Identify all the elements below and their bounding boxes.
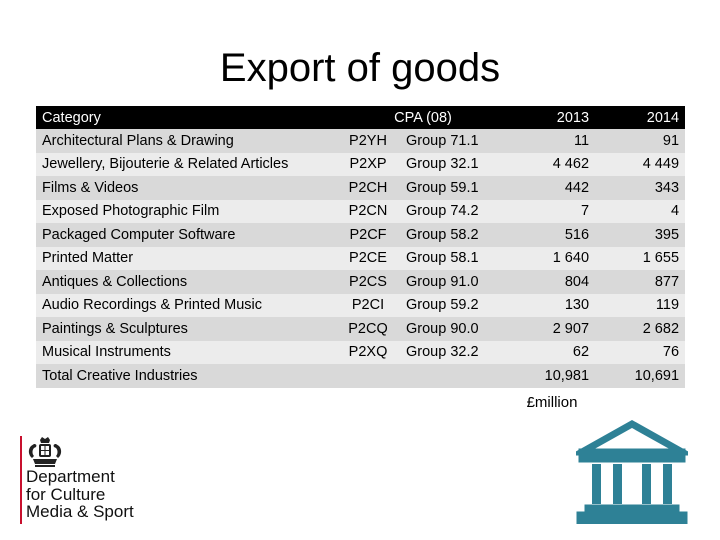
cell-2014: 1 655 (595, 246, 686, 270)
cell-category: Audio Recordings & Printed Music (36, 293, 336, 317)
cell-code: P2CH (336, 176, 400, 200)
cell-category: Jewellery, Bijouterie & Related Articles (36, 152, 336, 176)
table-row: Films & Videos P2CH Group 59.1 442 343 (36, 176, 686, 200)
cell-2014: 2 682 (595, 317, 686, 341)
table-row-total: Total Creative Industries 10,981 10,691 (36, 364, 686, 388)
cell-category: Printed Matter (36, 246, 336, 270)
government-building-icon (576, 419, 688, 524)
table-row: Audio Recordings & Printed Music P2CI Gr… (36, 293, 686, 317)
header-category: Category (36, 106, 336, 129)
table-row: Paintings & Sculptures P2CQ Group 90.0 2… (36, 317, 686, 341)
logo-line-3: Media & Sport (26, 502, 134, 521)
header-2014: 2014 (595, 106, 686, 129)
cell-group: Group 59.2 (400, 293, 511, 317)
cell-group: Group 90.0 (400, 317, 511, 341)
cell-group: Group 58.2 (400, 223, 511, 247)
cell-code: P2CQ (336, 317, 400, 341)
cell-code: P2CE (336, 246, 400, 270)
cell-code: P2CN (336, 199, 400, 223)
cell-group: Group 71.1 (400, 129, 511, 153)
cell-2013: 62 (510, 340, 596, 364)
cell-category: Antiques & Collections (36, 270, 336, 294)
cell-group: Group 74.2 (400, 199, 511, 223)
table-header-row: Category CPA (08) 2013 2014 (36, 106, 686, 129)
table-row: Printed Matter P2CE Group 58.1 1 640 1 6… (36, 246, 686, 270)
cell-group: Group 91.0 (400, 270, 511, 294)
cell-2013: 10,981 (510, 364, 596, 388)
cell-code: P2YH (336, 129, 400, 153)
table-row: Exposed Photographic Film P2CN Group 74.… (36, 199, 686, 223)
cell-category: Exposed Photographic Film (36, 199, 336, 223)
header-cpa: CPA (08) (336, 106, 511, 129)
table-row: Musical Instruments P2XQ Group 32.2 62 7… (36, 340, 686, 364)
table-row: Antiques & Collections P2CS Group 91.0 8… (36, 270, 686, 294)
cell-code: P2XP (336, 152, 400, 176)
cell-2014: 10,691 (595, 364, 686, 388)
cell-code: P2XQ (336, 340, 400, 364)
cell-group (400, 364, 511, 388)
cell-category: Architectural Plans & Drawing (36, 129, 336, 153)
logo-line-2: for Culture (26, 484, 106, 504)
cell-group: Group 32.2 (400, 340, 511, 364)
cell-code: P2CS (336, 270, 400, 294)
cell-2014: 76 (595, 340, 686, 364)
cell-2014: 395 (595, 223, 686, 247)
cell-2014: 343 (595, 176, 686, 200)
cell-category: Musical Instruments (36, 340, 336, 364)
cell-2013: 11 (510, 129, 596, 153)
cell-category: Films & Videos (36, 176, 336, 200)
cell-2014: 4 449 (595, 152, 686, 176)
cell-group: Group 59.1 (400, 176, 511, 200)
cell-2013: 516 (510, 223, 596, 247)
cell-2014: 119 (595, 293, 686, 317)
cell-2013: 1 640 (510, 246, 596, 270)
logo-accent-bar (20, 436, 22, 524)
table-row: Architectural Plans & Drawing P2YH Group… (36, 129, 686, 153)
cell-2014: 91 (595, 129, 686, 153)
exports-table: Category CPA (08) 2013 2014 Architectura… (36, 106, 686, 388)
dcms-logo: Department for Culture Media & Sport (20, 436, 150, 528)
cell-category: Total Creative Industries (36, 364, 336, 388)
logo-line-1: Department (26, 467, 115, 486)
cell-2013: 4 462 (510, 152, 596, 176)
cell-group: Group 58.1 (400, 246, 511, 270)
royal-crest-icon (28, 437, 62, 467)
cell-2014: 877 (595, 270, 686, 294)
cell-2013: 442 (510, 176, 596, 200)
header-2013: 2013 (510, 106, 596, 129)
slide-title: Export of goods (219, 46, 501, 90)
cell-category: Packaged Computer Software (36, 223, 336, 247)
cell-code (336, 364, 400, 388)
cell-2013: 7 (510, 199, 596, 223)
cell-2013: 804 (510, 270, 596, 294)
table-row: Packaged Computer Software P2CF Group 58… (36, 223, 686, 247)
cell-2014: 4 (595, 199, 686, 223)
cell-group: Group 32.1 (400, 152, 511, 176)
cell-code: P2CI (336, 293, 400, 317)
table-row: Jewellery, Bijouterie & Related Articles… (36, 152, 686, 176)
unit-label: £million (526, 394, 578, 411)
cell-2013: 130 (510, 293, 596, 317)
cell-code: P2CF (336, 223, 400, 247)
cell-category: Paintings & Sculptures (36, 317, 336, 341)
cell-2013: 2 907 (510, 317, 596, 341)
